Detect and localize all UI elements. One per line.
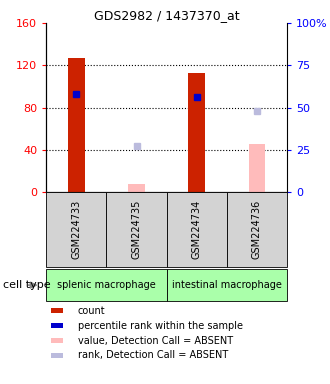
Bar (51, 323, 63, 328)
Bar (68, 58, 85, 192)
Text: splenic macrophage: splenic macrophage (57, 280, 156, 290)
Bar (51, 338, 63, 343)
Text: percentile rank within the sample: percentile rank within the sample (78, 321, 243, 331)
Bar (106, 192, 167, 267)
Text: GSM224735: GSM224735 (132, 200, 142, 259)
Text: intestinal macrophage: intestinal macrophage (172, 280, 282, 290)
Bar (46, 269, 167, 301)
Text: cell type: cell type (3, 280, 51, 290)
Text: GSM224736: GSM224736 (252, 200, 262, 259)
Bar (227, 192, 287, 267)
Text: count: count (78, 306, 105, 316)
Bar (128, 184, 145, 192)
Bar (51, 353, 63, 358)
Title: GDS2982 / 1437370_at: GDS2982 / 1437370_at (94, 9, 240, 22)
Text: rank, Detection Call = ABSENT: rank, Detection Call = ABSENT (78, 351, 228, 361)
Text: GSM224733: GSM224733 (71, 200, 81, 259)
Bar (167, 269, 287, 301)
Bar (188, 73, 205, 192)
Bar (167, 192, 227, 267)
Bar (51, 308, 63, 313)
Text: value, Detection Call = ABSENT: value, Detection Call = ABSENT (78, 336, 233, 346)
Bar (248, 144, 265, 192)
Bar (46, 192, 106, 267)
Text: GSM224734: GSM224734 (192, 200, 202, 259)
